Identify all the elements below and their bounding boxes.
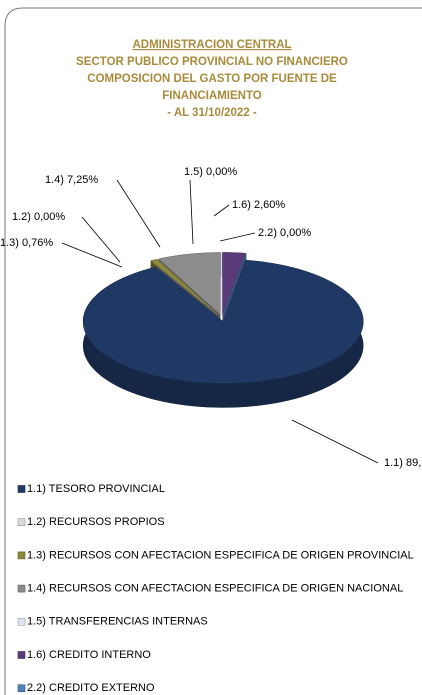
chart-title: COMPOSICION DEL GASTO POR FUENTE DE <box>87 73 337 85</box>
data-label: 1.5) 0,00% <box>184 166 237 178</box>
legend-label: 1.5) TRANSFERENCIAS INTERNAS <box>27 616 208 628</box>
slice <box>222 253 247 315</box>
slice <box>158 252 221 316</box>
leader-line <box>189 179 194 245</box>
data-label: 1.6) 2,60% <box>232 199 285 211</box>
card-border <box>4 7 422 695</box>
legend-swatch <box>17 684 26 693</box>
data-label: 2.2) 0,00% <box>258 227 311 239</box>
data-label: 1.2) 0,00% <box>12 211 65 223</box>
chart-title: ADMINISTRACION CENTRAL <box>132 39 291 51</box>
legend-swatch <box>17 651 26 659</box>
legend-swatch <box>17 485 26 493</box>
leader-line <box>61 242 123 268</box>
slice <box>222 252 246 315</box>
chart-title: SECTOR PUBLICO PROVINCIAL NO FINANCIERO <box>76 56 348 68</box>
legend-swatch <box>17 551 26 560</box>
legend-label: 1.2) RECURSOS PROPIOS <box>27 516 165 528</box>
leader-line <box>213 204 230 217</box>
legend-label: 1.1) TESORO PROVINCIAL <box>27 483 165 495</box>
chart-title: - AL 31/10/2022 - <box>167 107 257 119</box>
legend-swatch <box>17 617 26 626</box>
data-label: 1.3) 0,76% <box>0 237 53 249</box>
chart-title: FINANCIAMIENTO <box>162 90 262 102</box>
leader-line <box>81 216 121 263</box>
legend-label: 1.6) CREDITO INTERNO <box>27 649 151 661</box>
legend-swatch <box>17 518 26 527</box>
leader-line <box>219 232 256 242</box>
legend-swatch <box>17 584 26 593</box>
data-label: 1.4) 7,25% <box>45 174 98 186</box>
slice <box>82 260 364 384</box>
legend-label: 1.4) RECURSOS CON AFECTACION ESPECIFICA … <box>27 583 403 595</box>
leader-line <box>116 179 161 248</box>
legend-label: 2.2) CREDITO EXTERNO <box>27 682 155 694</box>
slice <box>150 258 219 316</box>
legend-label: 1.3) RECURSOS CON AFECTACION ESPECIFICA … <box>27 549 414 561</box>
leader-line <box>291 419 379 464</box>
data-label: 1.1) 89,13% <box>384 457 422 469</box>
